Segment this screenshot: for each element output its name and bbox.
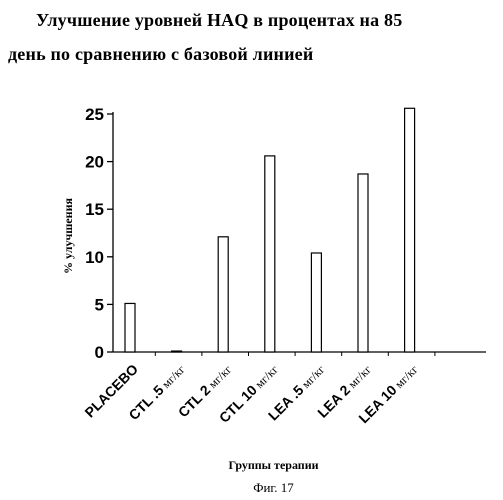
- axes: [107, 112, 486, 356]
- y-tick-label: 25: [85, 105, 104, 124]
- x-axis-label: Группы терапии: [0, 458, 503, 473]
- bar: [358, 174, 368, 352]
- bar: [125, 303, 135, 352]
- x-tick-labels: PLACEBOCTL .5мг/кгCTL 2мг/кгCTL 10мг/кгL…: [81, 361, 420, 427]
- y-tick-label: 5: [95, 295, 104, 314]
- bar: [405, 108, 415, 352]
- y-tick-label: 0: [95, 343, 104, 362]
- y-tick-labels: 0 5 10 15 20 25: [85, 105, 104, 362]
- y-axis-label: % улучшения: [61, 198, 75, 274]
- bars: [125, 108, 415, 352]
- bar: [218, 237, 228, 352]
- y-tick-label: 20: [85, 153, 104, 172]
- bar: [265, 156, 275, 352]
- bar-chart: 0 5 10 15 20 25 PLACEBOCTL .5мг/кгCTL 2мг/кгC…: [0, 0, 503, 460]
- bar: [311, 253, 321, 352]
- figure-caption: Фиг. 17: [0, 480, 503, 496]
- y-tick-label: 15: [85, 200, 104, 219]
- bar: [172, 351, 182, 352]
- y-tick-label: 10: [85, 248, 104, 267]
